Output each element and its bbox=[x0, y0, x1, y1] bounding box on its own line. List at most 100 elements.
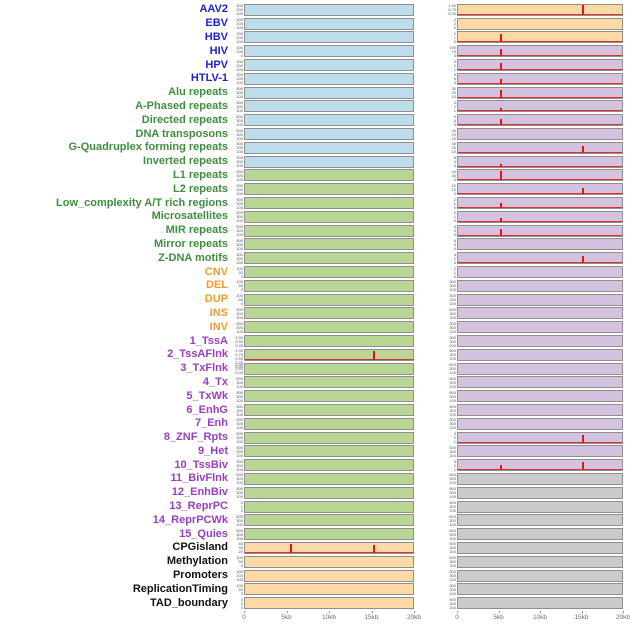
right-y-axis-ticks: 300 200 100 bbox=[445, 293, 457, 306]
y-tick-label: 100 bbox=[449, 549, 456, 555]
y-tick-label: 300 bbox=[236, 200, 243, 206]
y-tick-label: 100 bbox=[236, 411, 243, 417]
left-panel bbox=[244, 555, 414, 568]
row-label: 6_EnhG bbox=[186, 403, 228, 416]
y-tick-label: 100 bbox=[449, 356, 456, 362]
right-y-axis-ticks: 30 20 10 bbox=[445, 141, 457, 154]
y-tick-label: 100 bbox=[236, 466, 243, 472]
y-tick-label: 50 bbox=[238, 283, 243, 289]
left-panel bbox=[244, 279, 414, 292]
y-tick-label: 3 bbox=[453, 241, 456, 247]
signal-baseline bbox=[458, 110, 622, 112]
y-tick-label: 300 bbox=[236, 3, 243, 9]
x-tick-label: 20kb bbox=[615, 611, 630, 622]
signal-peak bbox=[499, 89, 502, 98]
feature-row: 5_TxWk 500 300 100 500 300 100 bbox=[0, 389, 630, 403]
y-tick-label: 2 bbox=[453, 62, 456, 68]
feature-row: 11_BivFlnk 500 300 100 500 300 100 bbox=[0, 472, 630, 486]
y-tick-label: 20 bbox=[238, 549, 243, 555]
right-panel bbox=[457, 404, 623, 416]
left-panel bbox=[244, 431, 414, 444]
y-tick-label: 3 bbox=[453, 431, 456, 437]
y-tick-label: 500 bbox=[449, 472, 456, 478]
left-panel bbox=[244, 128, 414, 141]
left-panel bbox=[244, 169, 414, 182]
y-tick-label: 300 bbox=[236, 241, 243, 247]
x-tick-label: 0 bbox=[455, 611, 459, 622]
y-tick-label: 100 bbox=[449, 328, 456, 334]
y-tick-label: 1 bbox=[453, 439, 456, 445]
left-y-axis-ticks: 500 300 100 bbox=[232, 307, 244, 319]
row-label: Methylation bbox=[166, 555, 228, 568]
y-tick-label: 0 bbox=[453, 38, 456, 44]
y-tick-label: 0 bbox=[453, 273, 456, 279]
row-label: DEL bbox=[206, 279, 228, 292]
y-tick-label: 300 bbox=[236, 58, 243, 64]
y-tick-label: 0.00 bbox=[448, 11, 456, 17]
row-label: 3_TxFlnk bbox=[180, 362, 228, 375]
y-tick-label: 500 bbox=[236, 527, 243, 533]
y-tick-label: 0.75 bbox=[235, 352, 243, 358]
y-tick-label: 100 bbox=[236, 535, 243, 541]
signal-peak bbox=[582, 145, 585, 153]
y-tick-label: 0 bbox=[453, 176, 456, 182]
signal-peak bbox=[499, 217, 502, 222]
signal-peak bbox=[372, 544, 375, 553]
y-tick-label: 30 bbox=[451, 127, 456, 133]
y-tick-label: 300 bbox=[449, 293, 456, 299]
feature-row: 2_TssAFlnk 1.00 0.75 0.50 0.25 0.00 500 300 10… bbox=[0, 348, 630, 369]
y-tick-label: 0 bbox=[453, 259, 456, 265]
y-tick-label: 300 bbox=[236, 103, 243, 109]
row-label: A-Phased repeats bbox=[135, 99, 228, 112]
left-y-axis-ticks: 500 300 100 bbox=[232, 225, 244, 237]
y-tick-label: 100 bbox=[449, 521, 456, 527]
y-tick-label: 300 bbox=[236, 421, 243, 427]
right-panel bbox=[457, 114, 623, 127]
y-tick-label: 200 bbox=[236, 34, 243, 40]
y-tick-label: 0 bbox=[453, 204, 456, 210]
right-panel bbox=[457, 362, 623, 375]
right-panel bbox=[457, 128, 623, 141]
y-tick-label: 2 bbox=[240, 600, 243, 606]
row-label: CPGisland bbox=[172, 541, 228, 554]
y-tick-label: 300 bbox=[449, 352, 456, 358]
row-label: 15_Quies bbox=[179, 527, 228, 540]
left-y-axis-ticks: 400 300 200 bbox=[232, 251, 244, 264]
y-tick-label: 3 bbox=[453, 99, 456, 105]
y-tick-label: 300 bbox=[236, 172, 243, 178]
left-y-axis-ticks: 300 200 100 bbox=[232, 58, 244, 71]
y-tick-label: 300 bbox=[449, 559, 456, 565]
y-tick-label: 500 bbox=[236, 403, 243, 409]
right-y-axis-ticks: 500 300 100 bbox=[445, 349, 457, 362]
left-y-axis-ticks: 100 50 0 bbox=[232, 280, 244, 292]
y-tick-label: 50 bbox=[238, 559, 243, 565]
y-tick-label: 1 bbox=[453, 66, 456, 72]
y-tick-label: 100 bbox=[236, 176, 243, 182]
feature-row: HIV 400 200 0 150 75 0 bbox=[0, 44, 630, 58]
y-tick-label: 500 bbox=[449, 541, 456, 547]
y-tick-label: 300 bbox=[236, 476, 243, 482]
y-tick-label: 500 bbox=[236, 196, 243, 202]
y-tick-label: 100 bbox=[449, 590, 456, 596]
left-panel bbox=[244, 31, 414, 44]
y-tick-label: 400 bbox=[236, 251, 243, 257]
left-y-axis-ticks: 500 300 100 bbox=[232, 459, 244, 472]
y-tick-label: 300 bbox=[236, 255, 243, 261]
y-tick-label: 30 bbox=[451, 141, 456, 147]
y-tick-label: 10 bbox=[451, 94, 456, 100]
y-tick-label: 2 bbox=[453, 210, 456, 216]
feature-row: 3_TxFlnk 1.00 0.50 0.00 500 300 100 bbox=[0, 362, 630, 376]
y-tick-label: 0.75 bbox=[448, 7, 456, 13]
y-tick-label: 500 bbox=[449, 486, 456, 492]
left-y-axis-ticks: 500 300 100 bbox=[232, 156, 244, 168]
left-panel bbox=[244, 348, 414, 361]
right-y-axis-ticks: 500 300 100 bbox=[445, 597, 457, 609]
left-panel bbox=[244, 72, 414, 85]
y-tick-label: 500 bbox=[236, 417, 243, 423]
y-tick-label: 200 bbox=[236, 7, 243, 13]
right-y-axis-ticks: 500 300 100 bbox=[445, 363, 457, 375]
y-tick-label: 300 bbox=[449, 366, 456, 372]
